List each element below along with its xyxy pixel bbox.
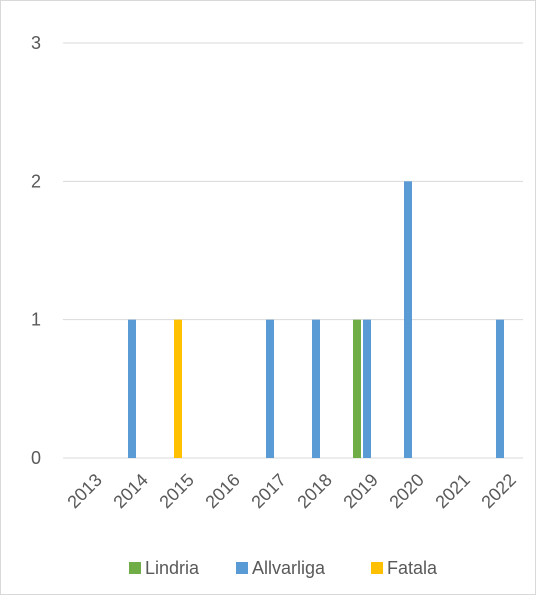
- x-axis-ticks: 2013 2014 2015 2016 2017 2018 2019 2020 2021 2022: [63, 470, 519, 512]
- x-tick-label: 2018: [293, 470, 335, 512]
- legend-label-allvarliga: Allvarliga: [252, 558, 326, 578]
- x-tick-label: 2022: [477, 470, 519, 512]
- legend-swatch-lindria: [129, 562, 141, 574]
- x-tick-label: 2013: [63, 470, 105, 512]
- legend-swatch-allvarliga: [236, 562, 248, 574]
- bar-allvarliga-2018: [312, 319, 320, 458]
- legend-label-fatala: Fatala: [387, 558, 438, 578]
- legend: Lindria Allvarliga Fatala: [129, 558, 438, 578]
- bar-fatala-2015: [174, 319, 182, 458]
- y-tick-label: 1: [31, 310, 41, 330]
- x-tick-label: 2021: [431, 470, 473, 512]
- gridlines: [63, 42, 523, 459]
- y-axis-ticks: 0 1 2 3: [31, 33, 41, 468]
- x-tick-label: 2020: [385, 470, 427, 512]
- legend-label-lindria: Lindria: [145, 558, 200, 578]
- x-tick-label: 2014: [109, 470, 151, 512]
- x-tick-label: 2019: [339, 470, 381, 512]
- legend-swatch-fatala: [371, 562, 383, 574]
- bar-allvarliga-2019: [363, 319, 371, 458]
- y-tick-label: 2: [31, 171, 41, 191]
- bar-allvarliga-2022: [496, 319, 504, 458]
- x-tick-label: 2016: [201, 470, 243, 512]
- bar-lindria-2019: [353, 319, 361, 458]
- x-tick-label: 2015: [155, 470, 197, 512]
- bar-allvarliga-2020: [404, 181, 412, 459]
- y-tick-label: 0: [31, 448, 41, 468]
- y-tick-label: 3: [31, 33, 41, 53]
- bar-allvarliga-2014: [128, 319, 136, 458]
- bar-allvarliga-2017: [266, 319, 274, 458]
- bars: [128, 181, 504, 459]
- x-tick-label: 2017: [247, 470, 289, 512]
